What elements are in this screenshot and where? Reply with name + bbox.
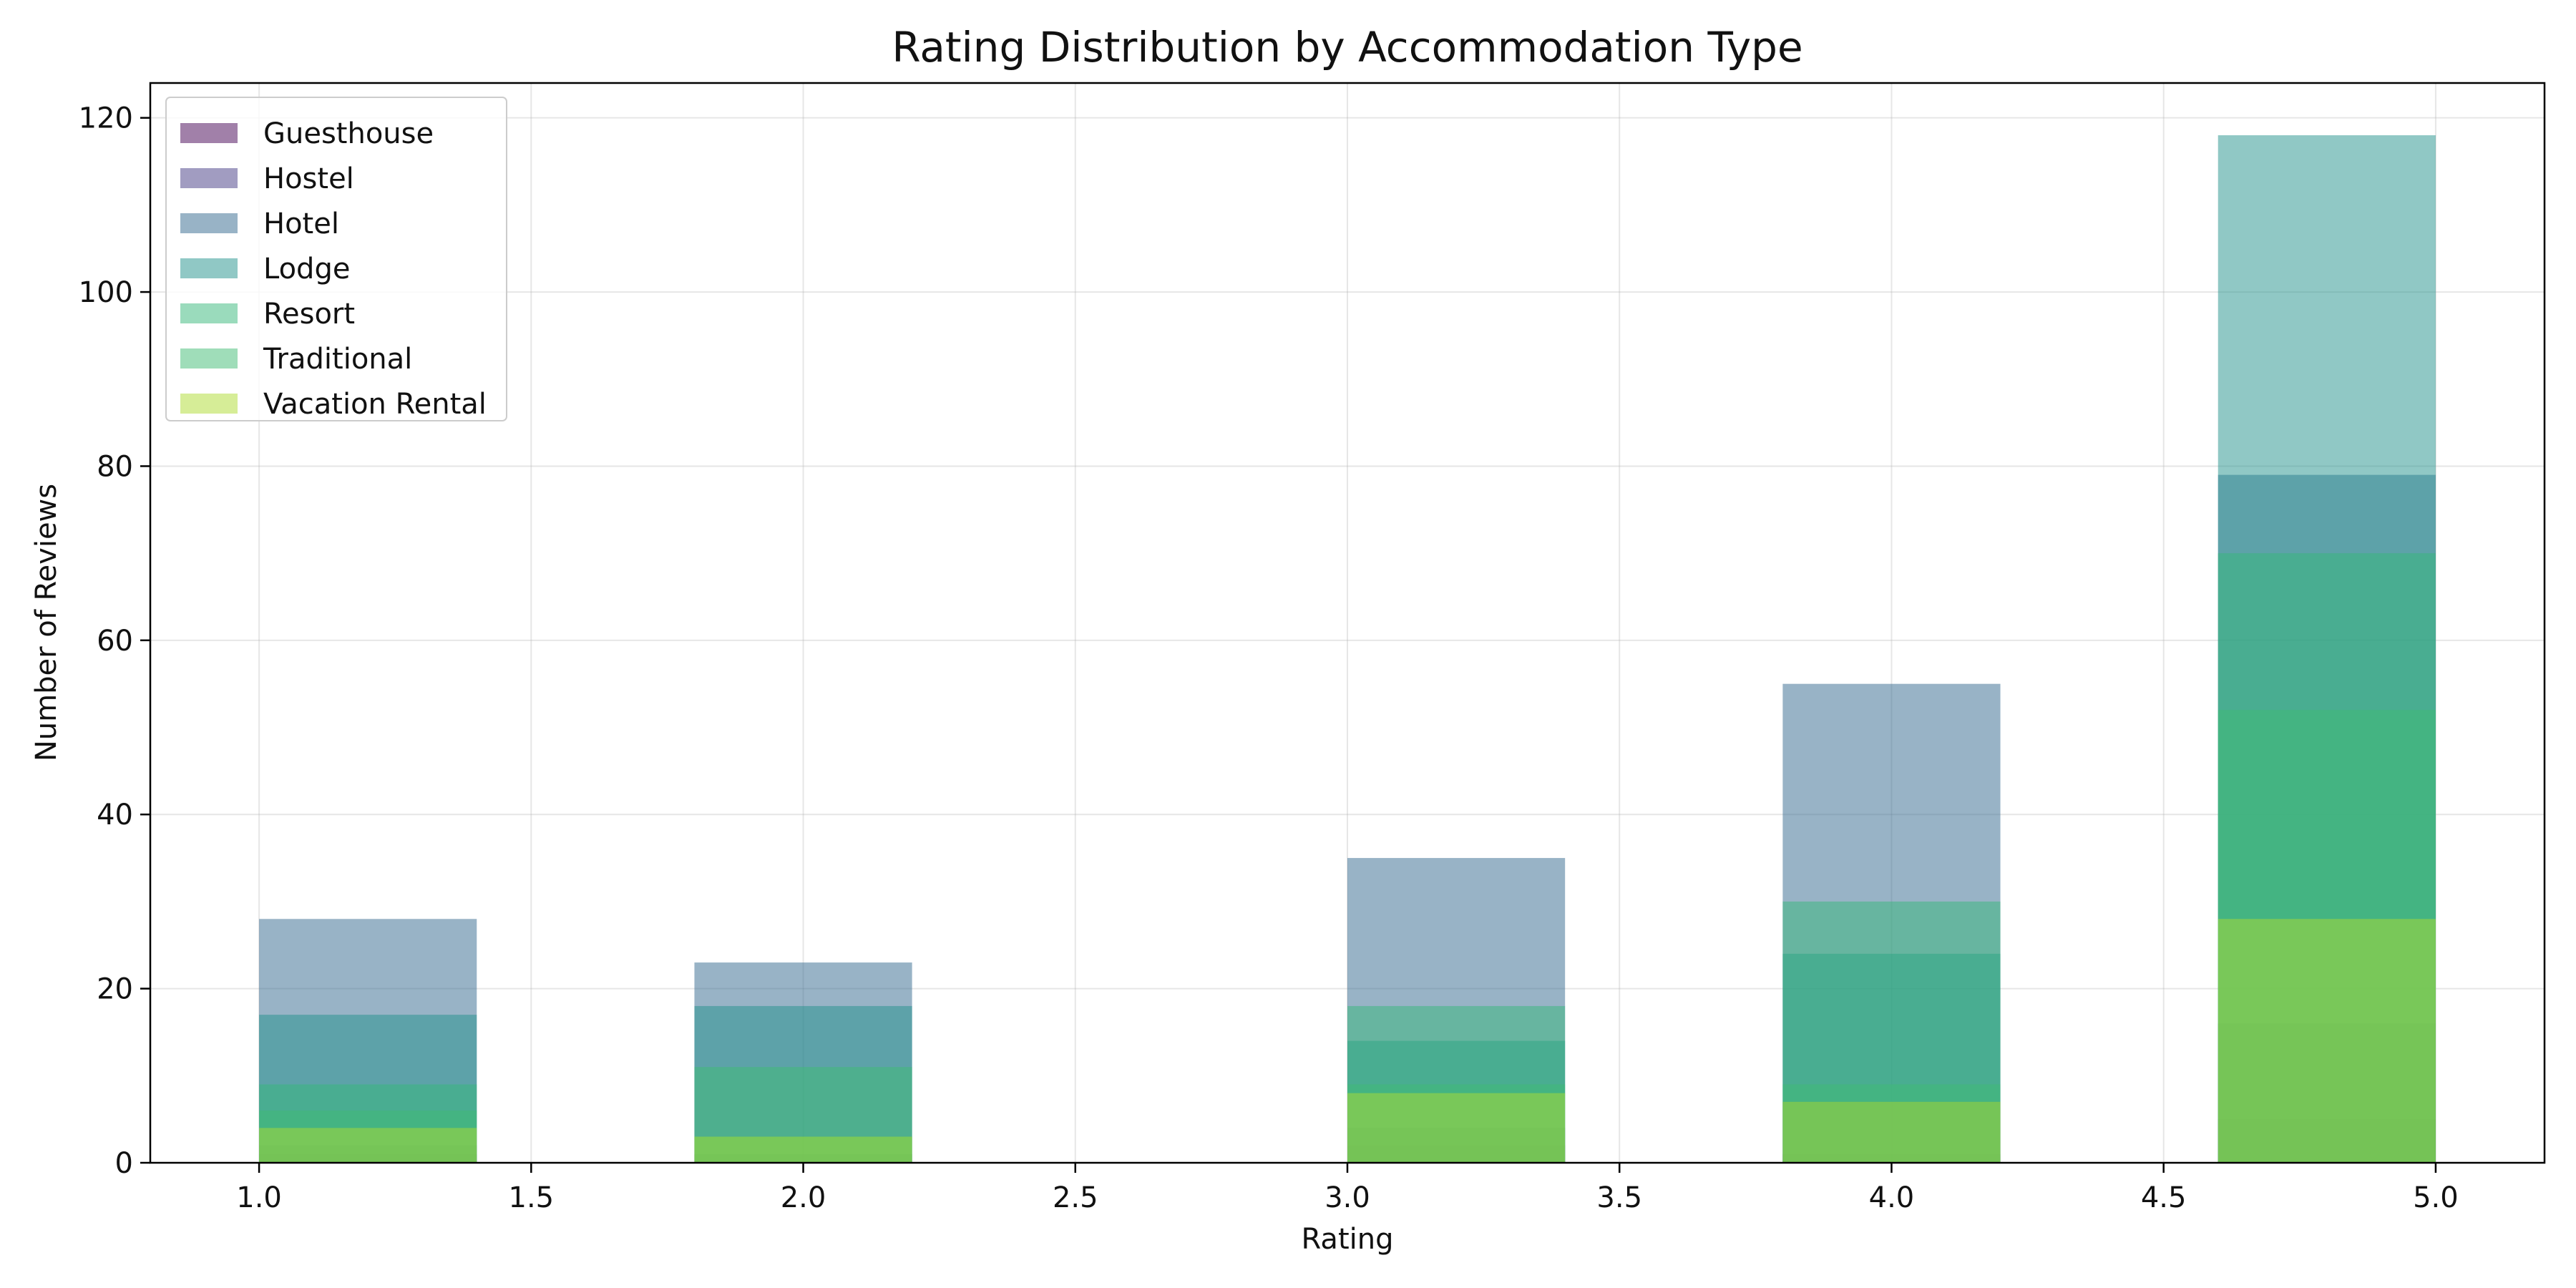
x-tick-label: 4.5 xyxy=(2141,1181,2187,1214)
x-tick-label: 2.0 xyxy=(781,1181,826,1214)
y-tick-label: 100 xyxy=(79,276,133,309)
legend-label: Traditional xyxy=(263,343,412,376)
x-tick-label: 1.0 xyxy=(236,1181,282,1214)
legend-label: Guesthouse xyxy=(263,117,434,150)
legend-label: Vacation Rental xyxy=(263,388,487,421)
y-tick-label: 40 xyxy=(97,799,133,831)
y-axis-label: Number of Reviews xyxy=(30,484,63,761)
bar xyxy=(1782,1101,2001,1163)
legend-swatch xyxy=(180,258,238,278)
x-tick-label: 1.5 xyxy=(509,1181,555,1214)
legend: Guesthouse Hostel Hotel Lodge Resort Traditio… xyxy=(165,97,507,421)
legend-swatch xyxy=(180,303,238,323)
y-tick-label: 0 xyxy=(115,1147,133,1180)
series-vacation-rental xyxy=(259,919,2436,1163)
legend-box xyxy=(165,97,507,421)
legend-label: Lodge xyxy=(263,253,350,286)
y-tick-label: 80 xyxy=(97,450,133,483)
x-tick-label: 3.0 xyxy=(1324,1181,1370,1214)
chart-title: Rating Distribution by Accommodation Typ… xyxy=(892,23,1802,72)
bar xyxy=(694,1136,912,1163)
legend-label: Hostel xyxy=(263,162,354,195)
bar xyxy=(259,1128,477,1163)
legend-label: Resort xyxy=(263,298,355,331)
legend-swatch xyxy=(180,123,238,143)
x-tick-label: 4.0 xyxy=(1869,1181,1915,1214)
axis-ticks: 1.0 1.5 2.0 2.5 3.0 3.5 4.0 4.5 5.0 0 20 40 60 80 100 1… xyxy=(79,102,2459,1214)
legend-swatch xyxy=(180,348,238,369)
x-tick-label: 3.5 xyxy=(1596,1181,1642,1214)
x-tick-label: 5.0 xyxy=(2413,1181,2459,1214)
legend-swatch xyxy=(180,168,238,188)
histogram-bars xyxy=(259,135,2436,1163)
y-tick-label: 60 xyxy=(97,625,133,658)
x-tick-label: 2.5 xyxy=(1053,1181,1098,1214)
y-tick-label: 20 xyxy=(97,973,133,1006)
legend-swatch xyxy=(180,213,238,233)
y-tick-label: 120 xyxy=(79,102,133,135)
bar xyxy=(2218,919,2436,1163)
bar xyxy=(1347,1093,1566,1163)
legend-swatch xyxy=(180,394,238,414)
x-axis-label: Rating xyxy=(1302,1223,1394,1256)
legend-label: Hotel xyxy=(263,208,339,240)
